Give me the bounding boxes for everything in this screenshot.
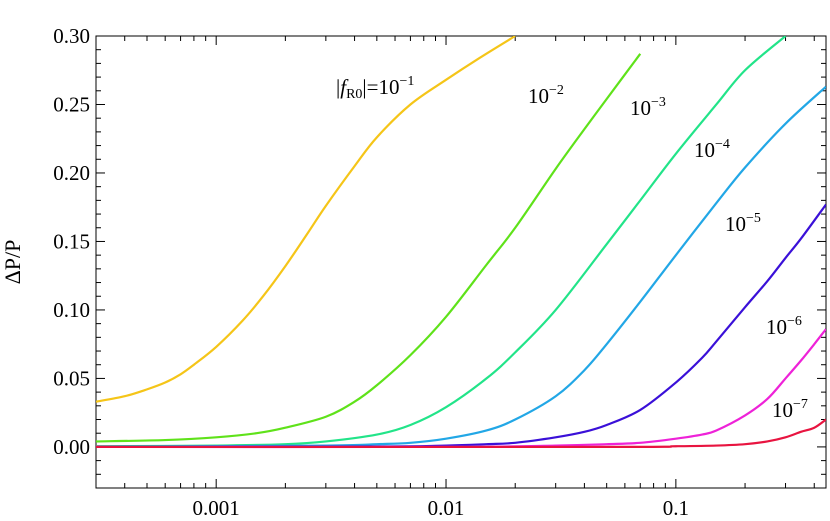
y-axis-title: ΔP/P [0, 240, 25, 285]
series-label-6: 10−6 [766, 314, 802, 339]
x-tick-label: 0.01 [428, 496, 465, 520]
x-tick-label: 0.1 [663, 496, 689, 520]
y-tick-label: 0.10 [53, 298, 90, 322]
series-line-7 [96, 418, 826, 449]
series-line-6 [96, 328, 826, 449]
y-tick-label: 0.00 [53, 435, 90, 459]
series-line-1 [96, 36, 516, 403]
series-line-4 [96, 85, 826, 449]
series-label-7: 10−7 [772, 397, 808, 422]
y-tick-label: 0.20 [53, 161, 90, 185]
series-line-3 [96, 36, 787, 448]
series-lines [96, 36, 826, 449]
series-line-2 [96, 53, 642, 443]
series-label-5: 10−5 [725, 211, 761, 236]
series-label-4: 10−4 [694, 137, 730, 162]
series-line-5 [96, 203, 826, 449]
series-label-2: 10−2 [528, 83, 564, 108]
series-label-3: 10−3 [630, 95, 666, 120]
x-tick-label: 0.001 [193, 496, 240, 520]
y-tick-label: 0.05 [53, 366, 90, 390]
tick-labels: 0.00 0.05 0.10 0.15 0.20 0.25 0.30 0.001 0.01 0.1 [53, 24, 689, 520]
y-tick-label: 0.25 [53, 92, 90, 116]
y-tick-label: 0.30 [53, 24, 90, 48]
y-tick-label: 0.15 [53, 229, 90, 253]
series-label-1: |fR0|=10−1 [336, 74, 414, 102]
plot-frame [95, 35, 827, 489]
